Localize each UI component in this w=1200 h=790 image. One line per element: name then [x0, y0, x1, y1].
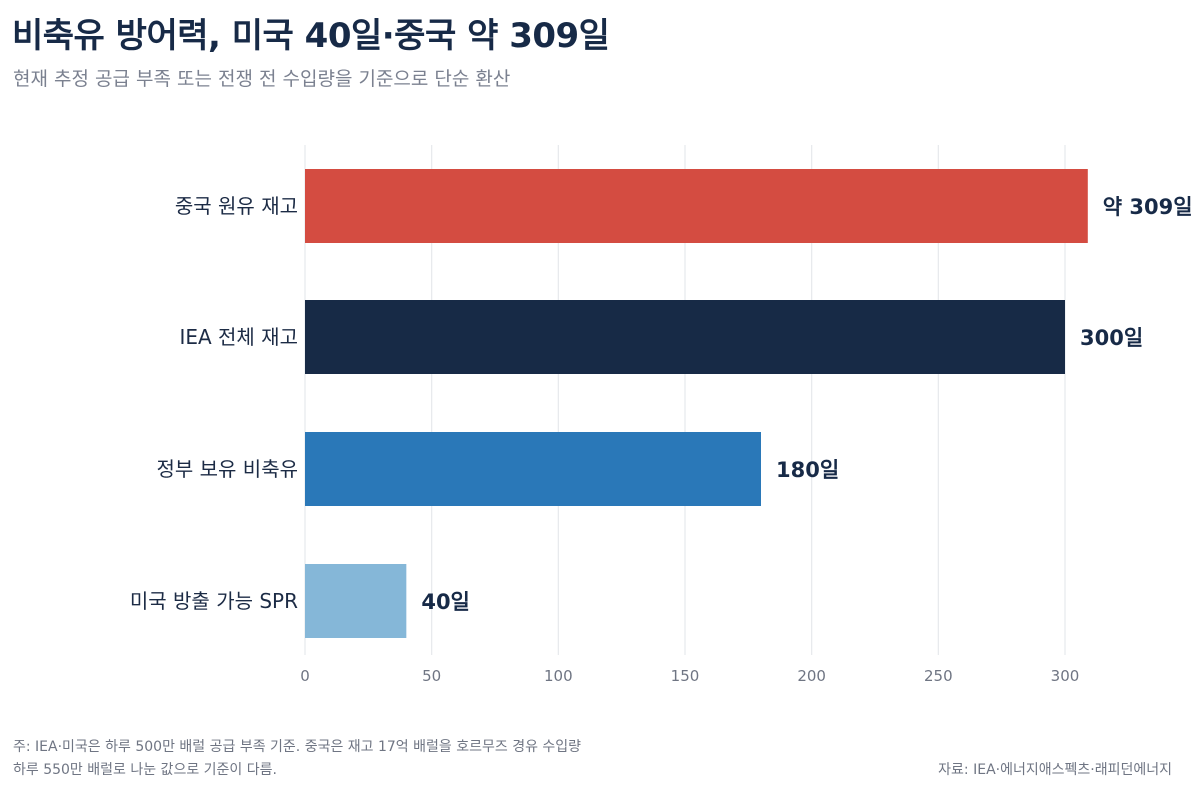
footnote-line-2: 하루 550만 배럴로 나눈 값으로 기준이 다름. — [13, 762, 277, 778]
value-label: 40일 — [421, 590, 470, 614]
chart-subtitle: 현재 추정 공급 부족 또는 전쟁 전 수입량을 기준으로 단순 환산 — [13, 68, 511, 90]
category-label: 정부 보유 비축유 — [156, 457, 298, 481]
category-label: IEA 전체 재고 — [179, 325, 298, 349]
x-tick-label: 200 — [797, 667, 826, 685]
labels: 0 50 100 150 200 250 300 중국 원유 재고 약 309일 IEA 전체 재… — [130, 194, 1193, 685]
value-label: 약 309일 — [1103, 195, 1193, 219]
value-label: 300일 — [1080, 326, 1143, 350]
bar-1 — [305, 300, 1065, 374]
x-tick-label: 150 — [671, 667, 700, 685]
value-label: 180일 — [776, 458, 839, 482]
bar-2 — [305, 432, 761, 506]
category-label: 미국 방출 가능 SPR — [130, 589, 298, 613]
bar-chart: 0 50 100 150 200 250 300 중국 원유 재고 약 309일 IEA 전체 재… — [130, 145, 1193, 685]
source-credit: 자료: IEA·에너지애스펙츠·래피던에너지 — [938, 762, 1172, 778]
bar-3 — [305, 564, 407, 638]
x-tick-label: 0 — [300, 667, 310, 685]
x-tick-label: 250 — [924, 667, 953, 685]
x-tick-label: 300 — [1051, 667, 1080, 685]
chart-title: 비축유 방어력, 미국 40일·중국 약 309일 — [12, 16, 610, 56]
category-label: 중국 원유 재고 — [175, 194, 298, 218]
bars — [305, 169, 1088, 638]
x-tick-label: 100 — [544, 667, 573, 685]
x-tick-label: 50 — [422, 667, 441, 685]
bar-0 — [305, 169, 1088, 243]
footnote-line-1: 주: IEA·미국은 하루 500만 배럴 공급 부족 기준. 중국은 재고 1… — [13, 739, 582, 755]
footnote: 주: IEA·미국은 하루 500만 배럴 공급 부족 기준. 중국은 재고 1… — [13, 736, 581, 782]
